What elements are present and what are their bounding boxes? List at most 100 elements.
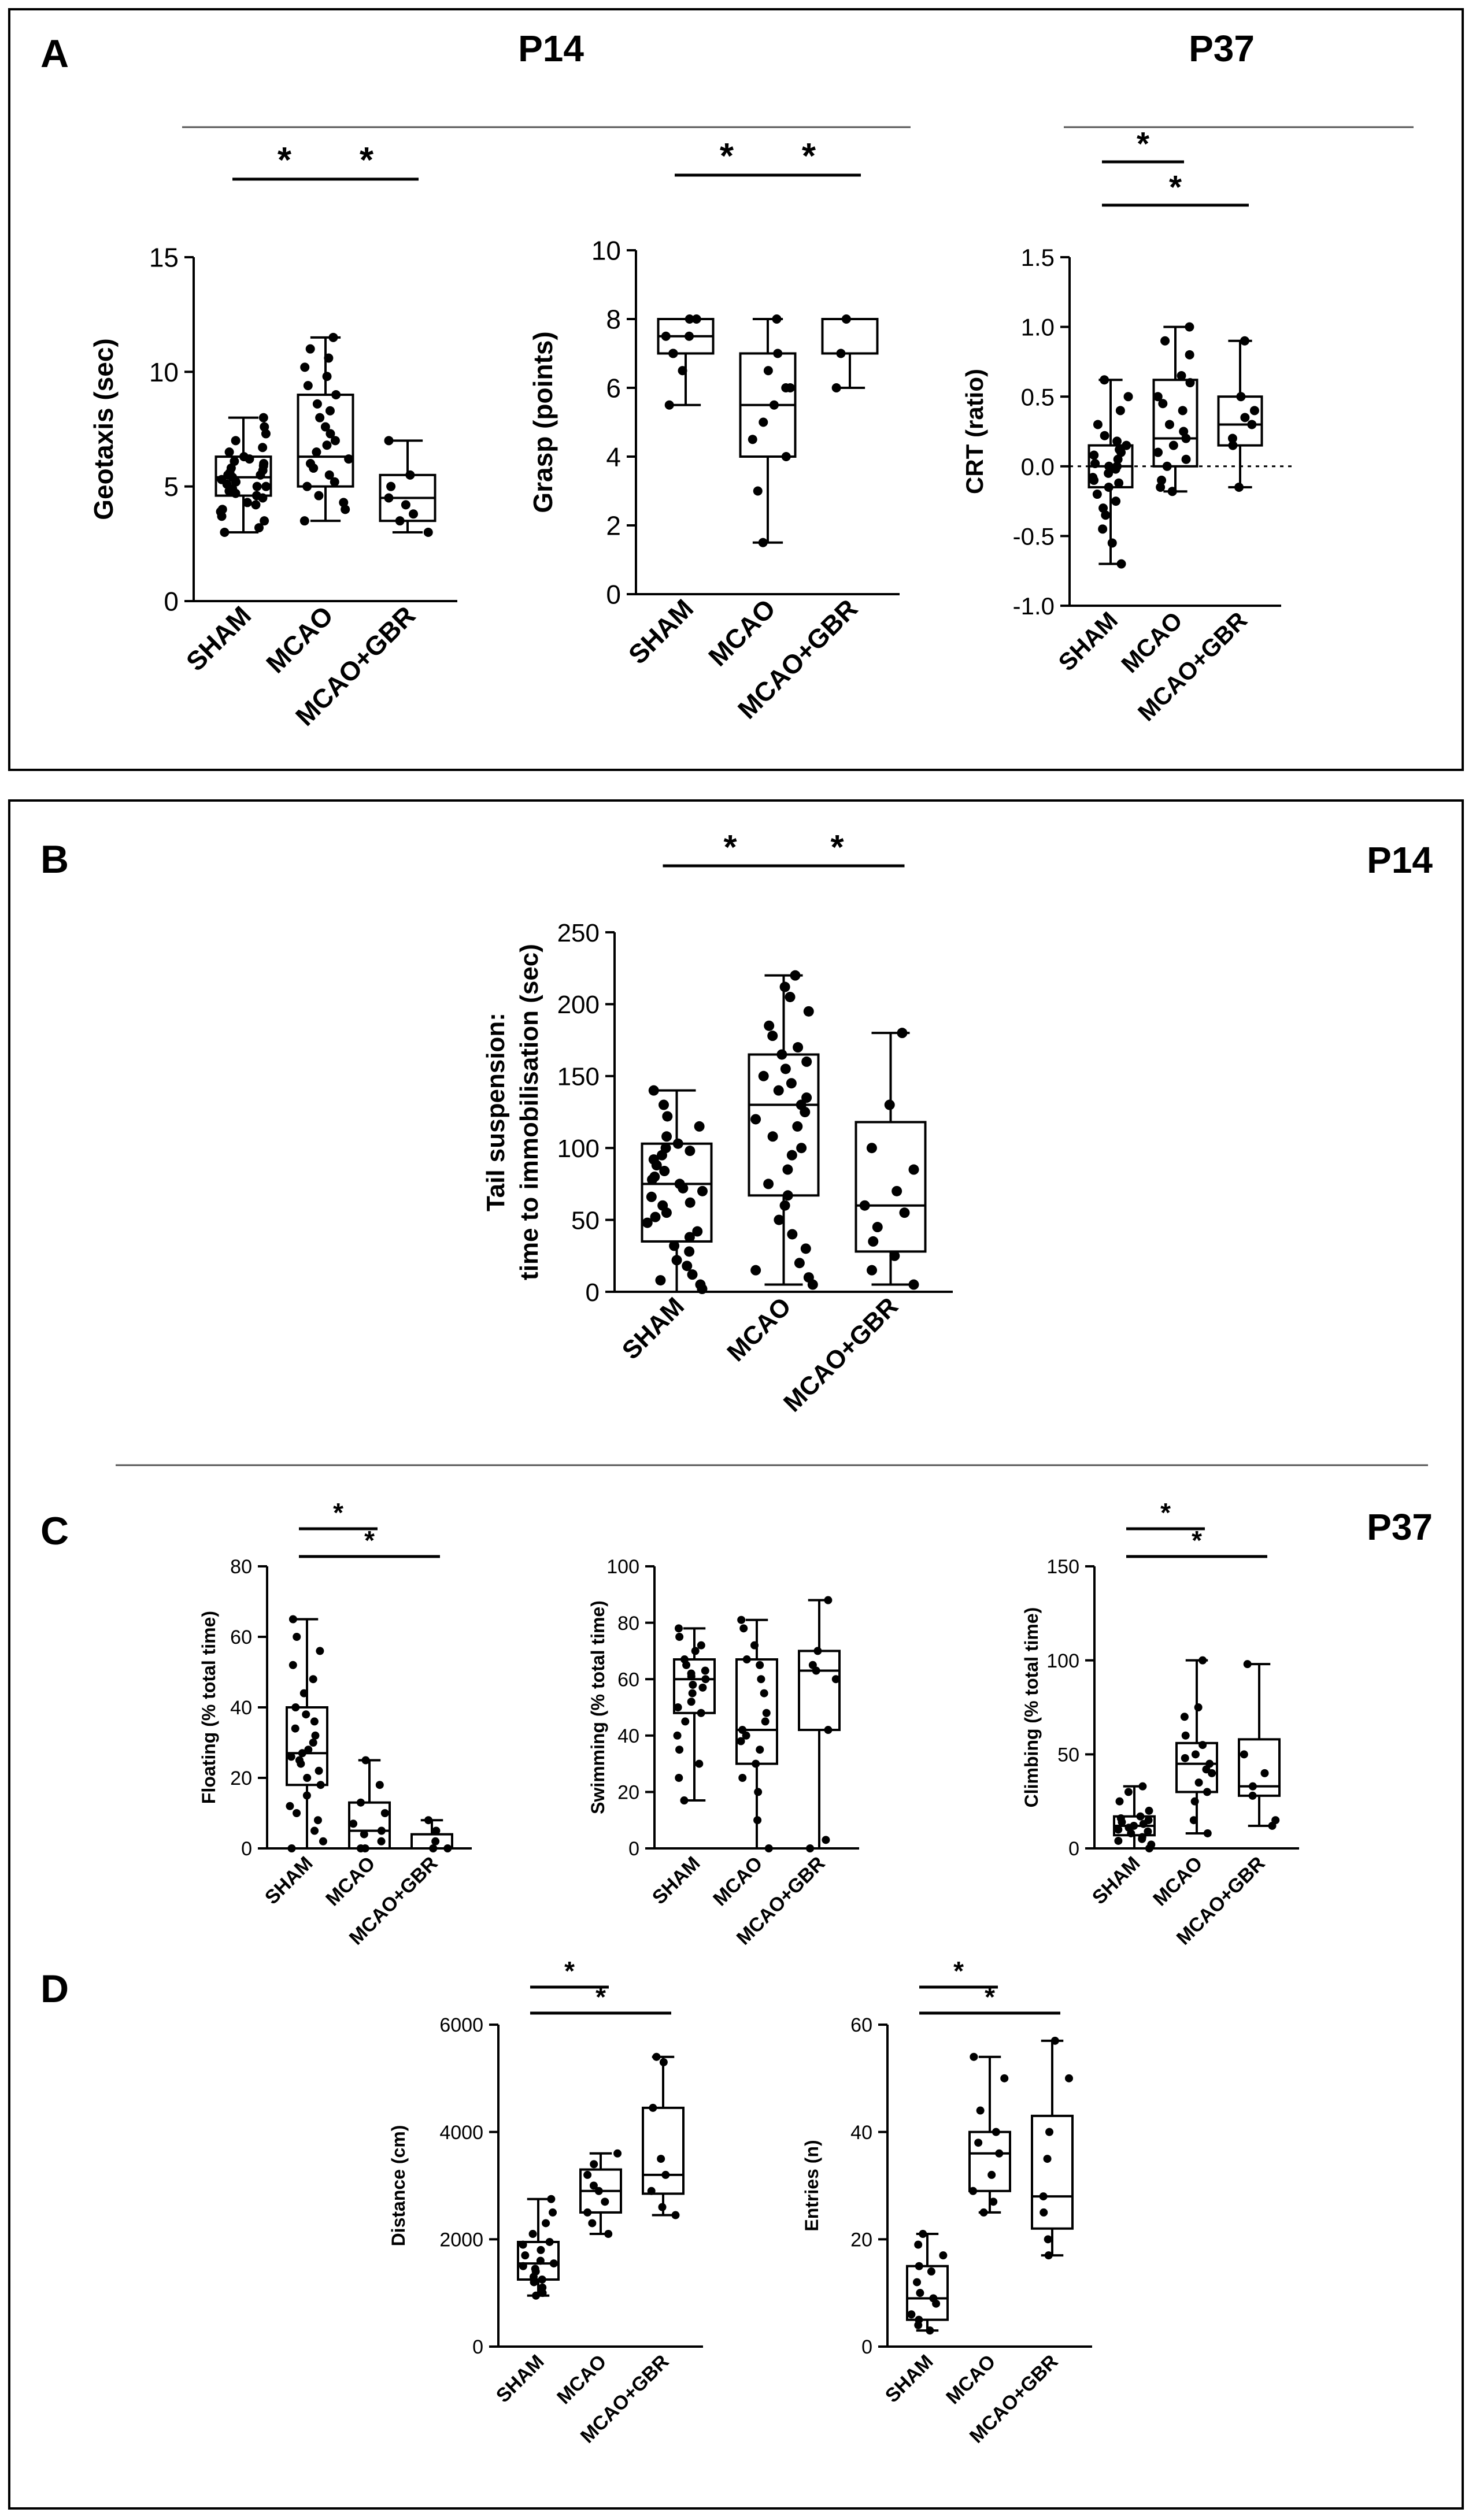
data-point	[1181, 454, 1191, 464]
data-point	[685, 314, 694, 324]
y-tick-label: 20	[850, 2229, 872, 2251]
y-tick-label: 100	[1046, 1650, 1079, 1672]
data-point	[813, 1647, 822, 1655]
box-iqr	[297, 394, 354, 488]
significance-star: *	[333, 1498, 343, 1528]
data-point	[583, 2208, 592, 2217]
panel-a-frame	[8, 8, 1464, 771]
data-point	[674, 1179, 685, 1189]
data-point	[604, 2230, 613, 2239]
panel-c-label: C	[40, 1509, 69, 1553]
data-point	[305, 344, 315, 354]
data-point	[793, 1042, 804, 1053]
data-point	[316, 1781, 325, 1789]
data-point	[1198, 1741, 1207, 1750]
y-tick-label: 20	[617, 1782, 639, 1804]
significance-star: *	[720, 136, 734, 176]
data-point	[907, 2310, 916, 2319]
y-tick-label: 6000	[439, 2014, 483, 2036]
data-point	[547, 2195, 556, 2203]
data-point	[781, 452, 791, 461]
data-point	[324, 470, 334, 480]
data-point	[687, 1698, 696, 1706]
y-tick-label: 40	[230, 1697, 252, 1719]
data-point	[1248, 1791, 1257, 1800]
data-point	[675, 1746, 684, 1754]
y-tick-label: 150	[557, 1063, 600, 1091]
data-point	[1147, 1840, 1156, 1849]
data-point	[316, 1647, 324, 1655]
data-point	[1227, 433, 1237, 443]
data-point	[314, 491, 324, 501]
data-point	[1179, 427, 1189, 436]
y-tick-label: 0	[586, 1278, 600, 1307]
data-point	[1157, 475, 1167, 485]
data-point	[750, 1265, 761, 1276]
x-category-label: MCAO+GBR	[778, 1292, 904, 1417]
data-point	[1198, 1656, 1207, 1665]
data-point	[657, 1200, 668, 1211]
data-point	[872, 1222, 883, 1233]
data-point	[261, 429, 271, 439]
data-point	[1000, 2074, 1009, 2082]
data-point	[360, 1830, 368, 1839]
data-point	[424, 1816, 433, 1825]
data-point	[915, 2262, 923, 2270]
data-point	[1093, 420, 1103, 429]
data-point	[536, 2256, 545, 2265]
data-point	[796, 1099, 807, 1110]
x-category-label: SHAM	[623, 593, 700, 670]
data-point	[1088, 473, 1098, 483]
y-tick-label: 80	[617, 1613, 639, 1635]
data-point	[1240, 1750, 1248, 1759]
data-point	[678, 366, 687, 376]
y-tick-label: 2000	[439, 2229, 483, 2251]
data-point	[859, 1200, 870, 1211]
data-point	[1203, 1829, 1212, 1837]
y-tick-label: 0	[472, 2336, 483, 2358]
data-point	[287, 1752, 295, 1761]
data-point	[908, 1164, 919, 1175]
significance-star: *	[278, 140, 292, 180]
data-point	[231, 436, 241, 446]
data-point	[1236, 392, 1246, 402]
data-point	[652, 2052, 661, 2061]
y-tick-label: 60	[230, 1626, 252, 1648]
data-point	[356, 1798, 365, 1807]
data-point	[1044, 2235, 1052, 2244]
data-point	[684, 1232, 695, 1243]
data-point	[1153, 447, 1163, 457]
data-point	[519, 2262, 527, 2270]
data-point	[286, 1802, 294, 1810]
box-iqr	[821, 318, 879, 355]
data-point	[701, 1666, 709, 1675]
data-point	[867, 1265, 878, 1276]
data-point	[750, 1114, 761, 1125]
data-point	[773, 349, 783, 358]
y-tick-label: 0	[164, 587, 179, 617]
data-point	[291, 1724, 299, 1733]
data-point	[801, 1056, 812, 1067]
data-point	[287, 1844, 296, 1852]
significance-star: *	[830, 828, 844, 866]
data-point	[759, 417, 768, 427]
data-point	[664, 400, 674, 410]
data-point	[319, 1837, 327, 1845]
box-iqr	[854, 1121, 927, 1253]
panel-b-label: B	[40, 837, 69, 881]
data-point	[1122, 440, 1131, 450]
data-point	[687, 1669, 696, 1678]
data-point	[1092, 490, 1102, 499]
data-point	[659, 2058, 668, 2066]
data-point	[668, 349, 678, 358]
data-point	[521, 2251, 530, 2260]
data-point	[650, 1211, 661, 1222]
x-category-label: MCAO	[321, 1852, 379, 1910]
data-point	[695, 1759, 704, 1768]
data-point	[1044, 2251, 1053, 2260]
data-point	[1115, 1797, 1124, 1806]
data-point	[976, 2106, 985, 2115]
data-point	[1243, 1660, 1252, 1669]
data-point	[312, 447, 321, 457]
